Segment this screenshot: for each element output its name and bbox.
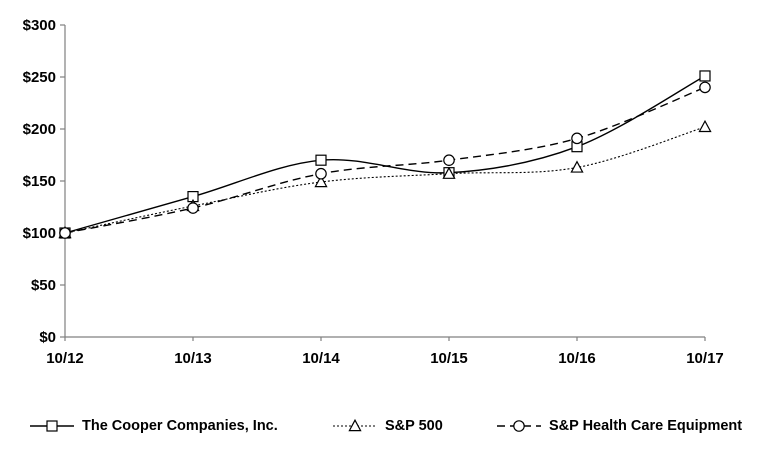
circle-marker	[443, 154, 455, 166]
square-marker	[46, 420, 58, 432]
x-axis-tick-label: 10/14	[302, 350, 340, 367]
x-axis-tick-label: 10/12	[46, 350, 84, 367]
triangle-marker	[698, 119, 712, 133]
y-axis-tick-label: $100	[23, 225, 56, 242]
circle-marker	[315, 167, 327, 180]
y-axis-tick-label: $50	[31, 277, 56, 294]
legend-item-sp-health-care-equipment: S&P Health Care Equipment	[497, 413, 742, 439]
legend-label-sp-health-care-equipment: S&P Health Care Equipment	[549, 418, 743, 434]
circle-marker	[59, 227, 71, 239]
triangle-marker	[348, 418, 362, 432]
square-marker	[699, 70, 711, 82]
chart-legend: The Cooper Companies, Inc. S&P 500 S&P H…	[0, 413, 771, 439]
solid-line-square-marker-icon	[30, 420, 74, 432]
y-axis-tick-label: $0	[39, 329, 56, 346]
y-axis-tick-label: $200	[23, 121, 56, 138]
legend-item-cooper-companies: The Cooper Companies, Inc.	[30, 413, 278, 439]
series-line-dashed	[64, 86, 706, 234]
x-axis-tick-label: 10/15	[430, 350, 468, 367]
circle-marker	[187, 202, 199, 214]
triangle-marker	[442, 166, 456, 179]
legend-item-sp-500: S&P 500	[333, 413, 443, 439]
x-axis-tick-label: 10/13	[174, 350, 212, 367]
y-axis-tick-label: $250	[23, 69, 56, 86]
triangle-marker	[314, 174, 328, 188]
series-line-solid	[64, 75, 706, 234]
square-marker	[315, 154, 327, 166]
chart-plot-area: $0 $50 $100 $150 $200 $250 $300 10/12 10/13 10/14…	[23, 17, 724, 367]
dashed-line-circle-marker-icon	[497, 420, 541, 432]
circle-marker	[571, 132, 583, 145]
legend-label-sp-500: S&P 500	[385, 418, 443, 434]
y-axis-tick-label: $150	[23, 173, 56, 190]
legend-label-cooper-companies: The Cooper Companies, Inc.	[82, 418, 278, 434]
y-axis-tick-label: $300	[23, 17, 56, 34]
series-line-dotted	[64, 126, 706, 234]
circle-marker	[513, 420, 525, 432]
x-axis-tick-label: 10/17	[686, 350, 724, 367]
dotted-line-triangle-marker-icon	[333, 418, 377, 432]
triangle-marker	[570, 160, 584, 173]
circle-marker	[699, 81, 711, 94]
x-axis-tick-label: 10/16	[558, 350, 596, 367]
